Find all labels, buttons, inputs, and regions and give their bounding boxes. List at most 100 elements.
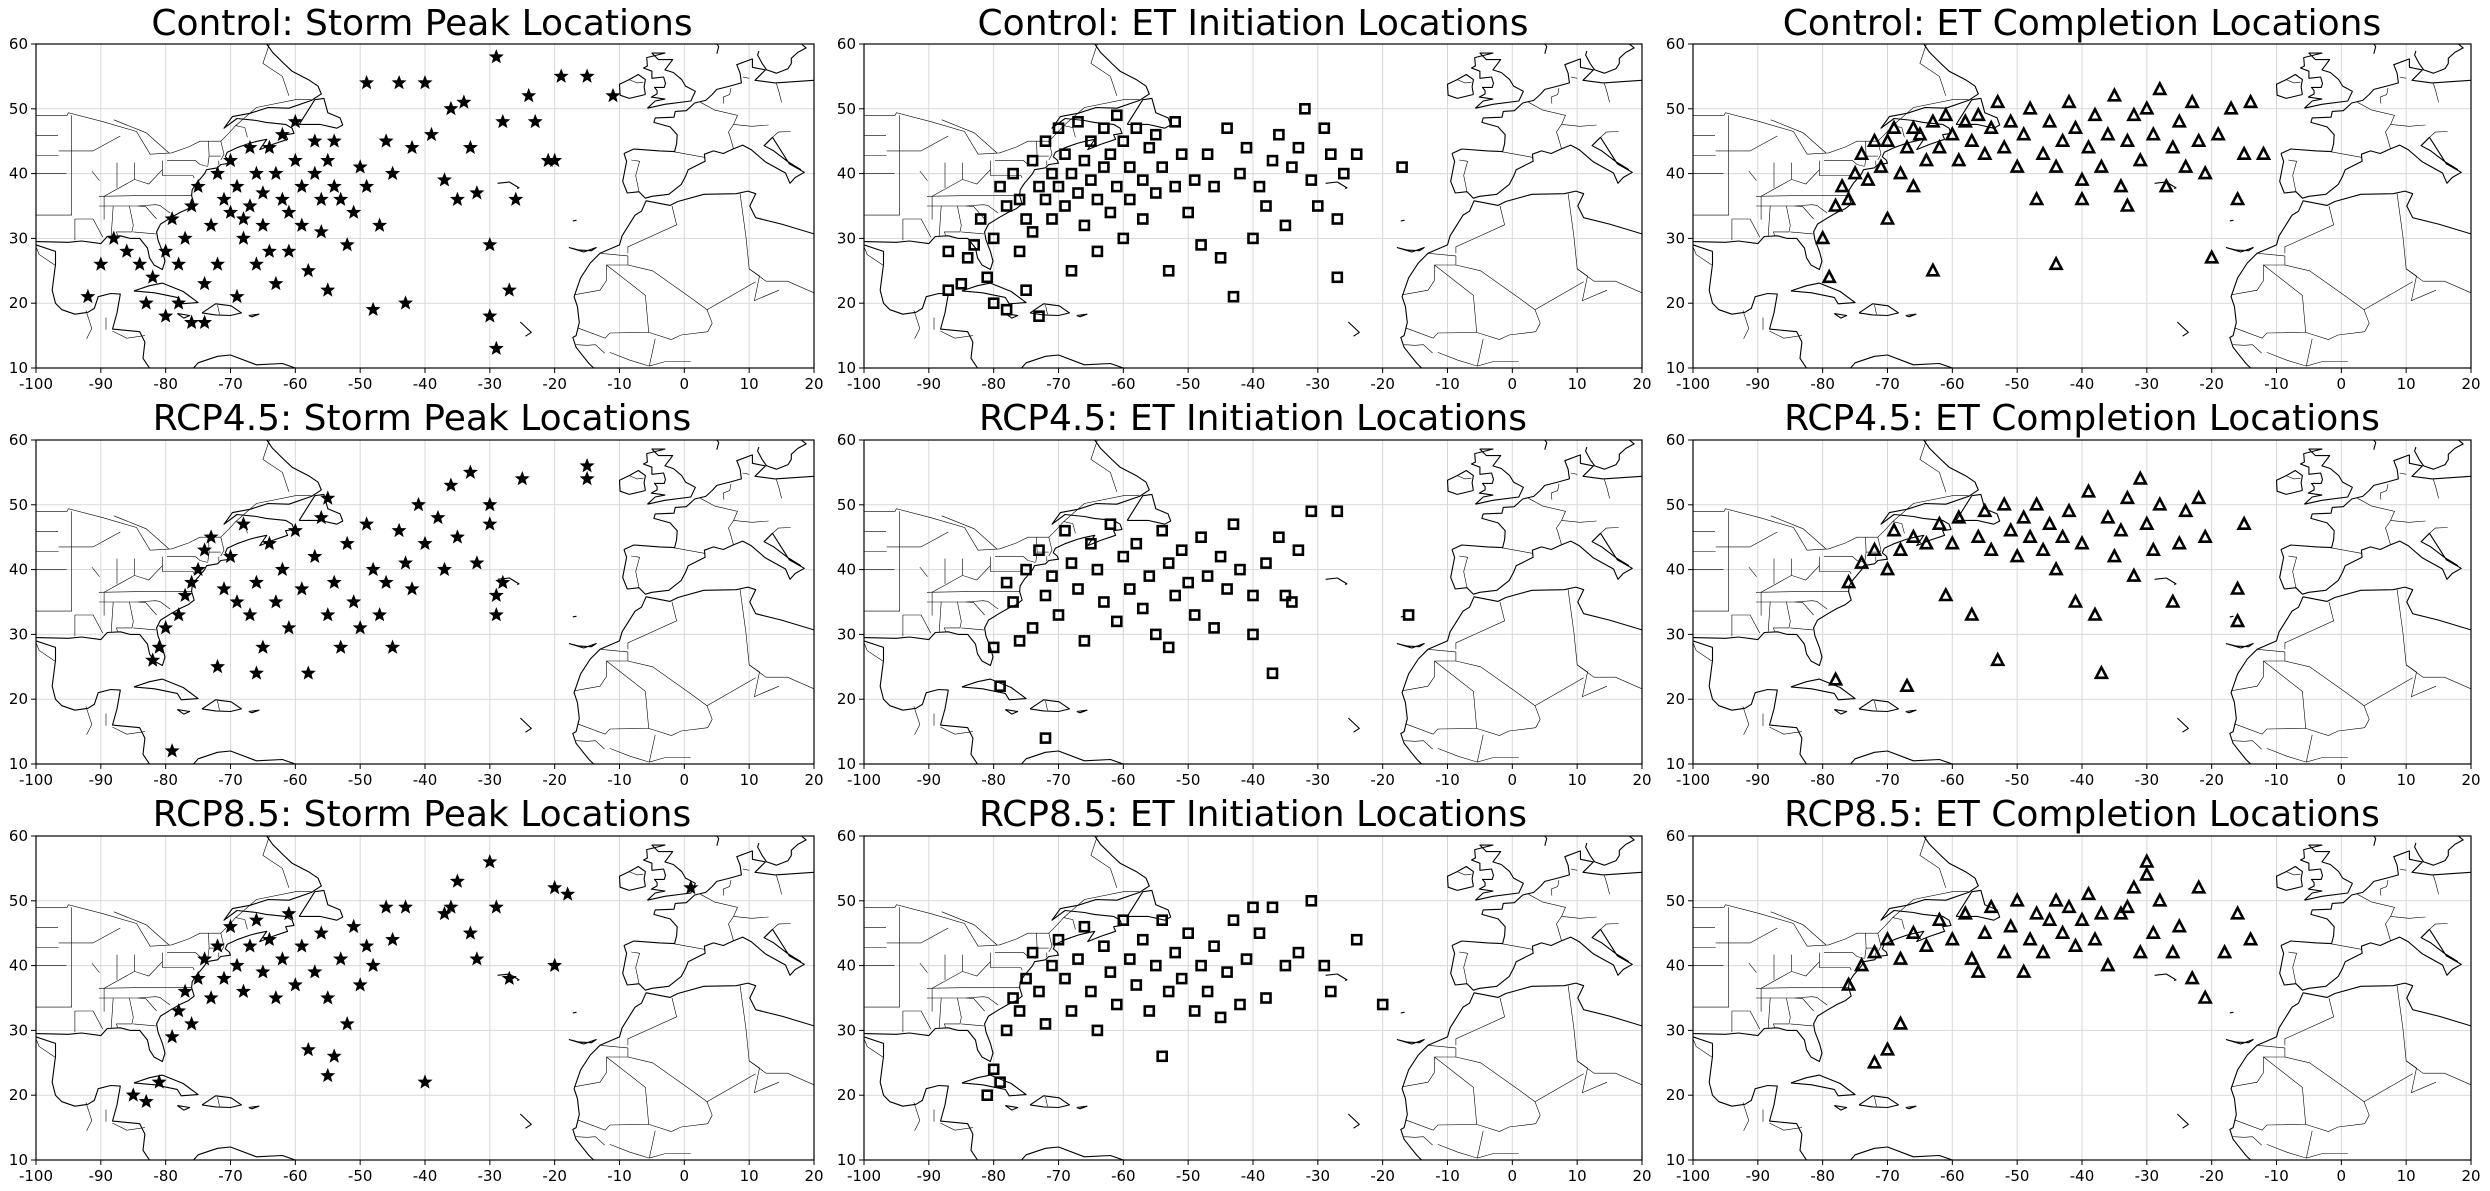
coastline [1544, 44, 1548, 54]
political-border [1604, 875, 1610, 895]
et-completion-marker [1977, 924, 1993, 940]
coastline [1029, 699, 1071, 713]
map-layer [36, 440, 814, 764]
map-panel-rcp85-et-initiation: -100 -90 -80 -70 -60 -50 -40 -30 -20 -10 0 10 201020… [837, 827, 1652, 1185]
storm-peak-marker [236, 230, 251, 245]
coastline [133, 282, 199, 305]
storm-peak-marker [184, 574, 200, 589]
political-border [1455, 264, 1541, 324]
political-border [1600, 131, 1619, 138]
storm-peak-marker [488, 607, 504, 622]
et-completion-marker [2236, 145, 2252, 160]
political-border [110, 601, 114, 632]
political-border [2284, 601, 2334, 650]
y-tick-label: 60 [9, 431, 28, 449]
et-initiation-marker [1007, 596, 1019, 608]
x-tick-label: -40 [2070, 1167, 2095, 1185]
et-completion-marker [1866, 943, 1883, 959]
et-initiation-marker [1162, 985, 1175, 998]
storm-peak-marker [320, 1067, 336, 1083]
x-tick-label: -10 [1435, 771, 1460, 789]
storm-peak-marker [417, 74, 433, 90]
political-border [938, 205, 942, 236]
et-initiation-marker [1331, 271, 1344, 284]
et-initiation-marker [1169, 116, 1181, 128]
political-border [85, 706, 93, 735]
et-initiation-marker [1000, 303, 1013, 316]
et-initiation-marker [1026, 226, 1039, 238]
et-initiation-marker [1078, 635, 1091, 647]
storm-peak-marker [683, 879, 699, 895]
coastline [1126, 493, 1172, 525]
political-border [1749, 531, 1778, 548]
x-tick-label: -100 [847, 1167, 881, 1185]
political-border [2433, 875, 2439, 895]
x-tick-label: -60 [1111, 1167, 1136, 1185]
et-completion-marker [1879, 210, 1896, 225]
panel: Control: ET Initiation Locations -100 -90… [837, 3, 1652, 393]
coastline [201, 1095, 243, 1109]
political-border [1550, 484, 1560, 500]
x-tick-label: 10 [740, 771, 759, 789]
y-tick-label: 20 [837, 690, 856, 708]
coastline [176, 1105, 191, 1111]
et-completion-marker [1977, 502, 1993, 518]
political-border [98, 987, 193, 989]
et-completion-marker [2061, 502, 2077, 518]
et-initiation-marker [1260, 992, 1272, 1004]
coastline [642, 52, 696, 109]
et-initiation-marker [1188, 1005, 1201, 1017]
x-tick-label: -100 [847, 375, 881, 393]
political-border [1755, 591, 1850, 593]
political-border [1048, 537, 1053, 557]
et-completion-marker [1983, 119, 1999, 134]
coastline [2280, 454, 2471, 550]
political-border [2233, 740, 2262, 750]
storm-peak-marker [443, 100, 459, 116]
political-border [1402, 651, 1457, 692]
et-initiation-marker [1156, 914, 1168, 927]
coastline [1833, 709, 1848, 715]
coastline [864, 440, 1150, 667]
x-tick-label: -30 [2135, 771, 2160, 789]
et-completion-marker [1853, 145, 1870, 160]
storm-peak-marker [320, 990, 336, 1005]
x-tick-label: -90 [1746, 771, 1771, 789]
political-border [577, 264, 650, 339]
political-border [2306, 1130, 2313, 1159]
y-tick-label: 40 [9, 165, 28, 183]
political-border [864, 1038, 883, 1058]
political-border [1404, 740, 1433, 750]
et-completion-marker [2184, 969, 2200, 985]
political-border [2363, 1073, 2413, 1102]
political-border [931, 169, 991, 197]
et-completion-marker [1977, 145, 1993, 160]
x-tick-label: -60 [1940, 771, 1965, 789]
x-tick-label: -90 [89, 375, 114, 393]
et-completion-marker [1996, 138, 2012, 154]
storm-peak-marker [482, 854, 498, 869]
et-completion-marker [1990, 651, 2006, 667]
et-completion-marker [1925, 112, 1941, 128]
et-completion-marker [1964, 950, 1980, 965]
et-initiation-marker [1240, 953, 1253, 965]
et-initiation-marker [1162, 264, 1175, 277]
coastline [2225, 1038, 2254, 1045]
coastline [1693, 836, 1979, 1063]
coastline [618, 865, 646, 891]
et-initiation-marker [1156, 161, 1168, 173]
coastline [2275, 73, 2303, 99]
political-border [1476, 323, 1541, 340]
political-border [1693, 511, 1729, 612]
coastline [572, 586, 814, 764]
et-completion-marker [1944, 930, 1960, 946]
coastline [139, 354, 296, 368]
et-completion-marker [2028, 190, 2045, 206]
storm-peak-marker [125, 1087, 141, 1102]
storm-peak-marker [456, 94, 472, 109]
political-border [1693, 907, 1729, 1008]
et-completion-marker [2009, 891, 2025, 907]
et-initiation-marker [1091, 245, 1104, 258]
et-completion-marker [1931, 515, 1948, 531]
y-tick-label: 10 [1666, 755, 1685, 773]
